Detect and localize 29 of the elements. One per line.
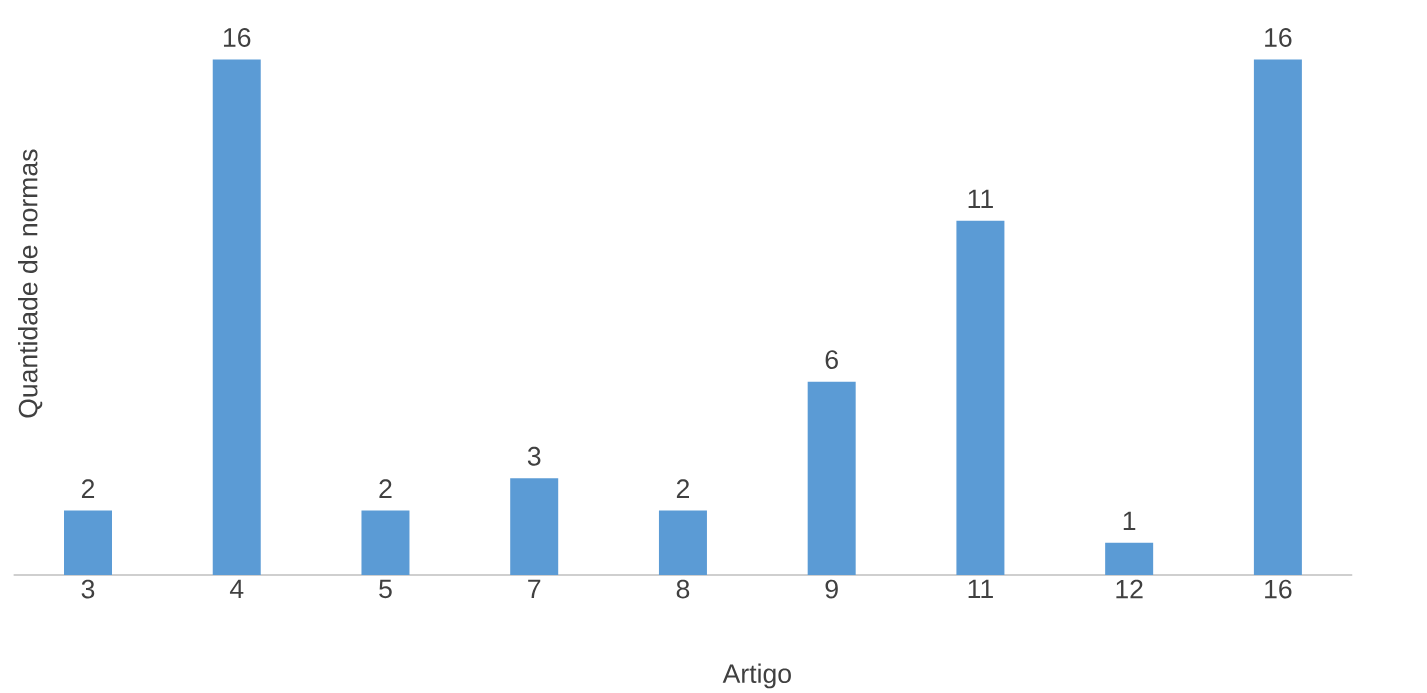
bar [361,510,410,575]
x-tick-label: 16 [1265,579,1292,599]
x-tick-label: 4 [229,579,244,598]
x-tick-label: 9 [825,579,838,599]
data-label: 11 [968,189,993,208]
y-axis-title: Quantidade de normas [18,149,43,418]
x-tick-label: 7 [528,579,541,598]
bar [64,510,112,575]
bar [1253,59,1302,575]
bar [510,478,559,575]
data-label: 3 [527,446,541,466]
data-label: 2 [81,479,95,498]
data-label: 1 [1123,511,1136,531]
bar [956,220,1005,575]
data-label: 2 [379,479,392,498]
x-axis-title: Artigo [722,663,791,689]
x-tick-label: 5 [379,579,392,599]
data-label: 2 [676,479,689,498]
x-tick-label: 8 [676,579,690,599]
bar [807,381,856,575]
data-label: 16 [223,28,251,47]
bar [212,59,261,575]
x-tick-label: 12 [1116,579,1143,599]
data-label: 6 [825,350,838,370]
bar [1105,542,1154,575]
bar [658,510,707,575]
x-tick-label: 11 [968,579,993,598]
x-tick-label: 3 [81,579,95,599]
data-label: 16 [1265,28,1292,47]
